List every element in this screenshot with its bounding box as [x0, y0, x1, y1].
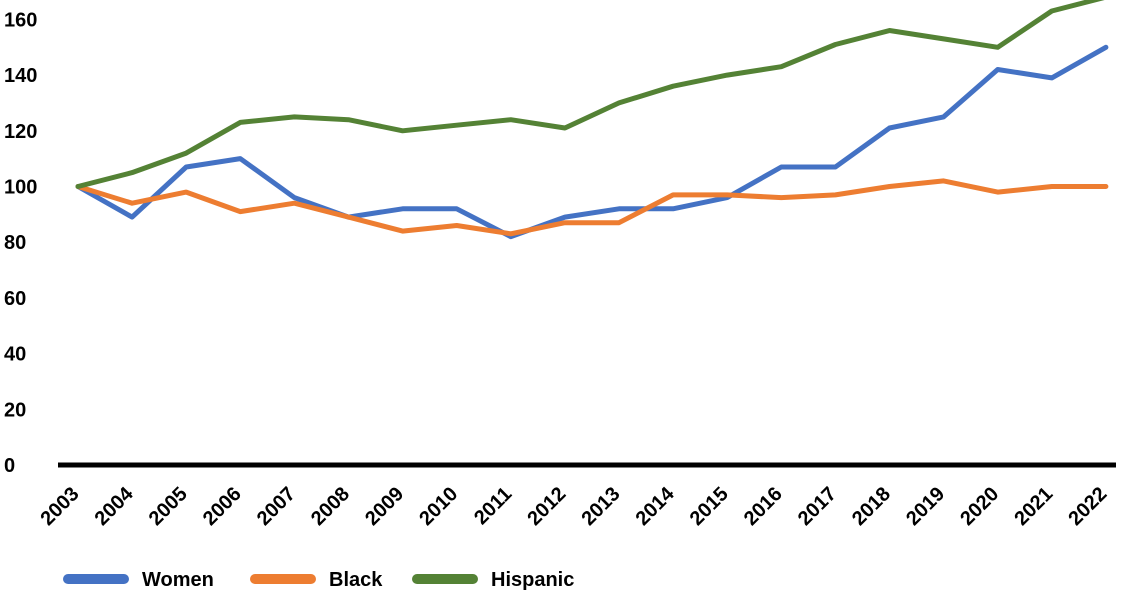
x-tick-label: 2008: [307, 483, 354, 530]
x-tick-label: 2014: [632, 482, 680, 530]
y-tick-label: 40: [4, 344, 26, 366]
x-tick-label: 2016: [740, 483, 787, 530]
series-line-hispanic: [75, 0, 1105, 189]
y-tick-label: 20: [4, 399, 26, 421]
y-tick-label: 0: [4, 455, 15, 477]
x-tick-label: 2009: [361, 483, 408, 530]
series-lines: [75, 0, 1109, 240]
x-axis-ticks: 2003 2004 2005 2006 2007 2008 2009 2010 2011 2012…: [37, 482, 1112, 530]
x-tick-label: 2003: [37, 483, 84, 530]
y-tick-label: 120: [4, 121, 37, 143]
x-tick-label: 2020: [956, 483, 1003, 530]
series-line-women: [75, 44, 1109, 240]
x-tick-label: 2019: [902, 483, 949, 530]
x-tick-label: 2022: [1064, 483, 1111, 530]
x-tick-label: 2017: [794, 483, 841, 530]
x-tick-label: 2005: [145, 483, 192, 530]
y-tick-label: 80: [4, 232, 26, 254]
y-tick-label: 100: [4, 177, 37, 199]
y-tick-label: 60: [4, 288, 26, 310]
x-tick-label: 2013: [578, 483, 625, 530]
y-tick-label: 160: [4, 9, 37, 31]
legend-label-hispanic: Hispanic: [491, 569, 574, 591]
legend-label-women: Women: [142, 569, 214, 591]
legend-label-black: Black: [329, 569, 383, 591]
y-tick-label: 140: [4, 65, 37, 87]
x-tick-label: 2007: [253, 483, 300, 530]
y-axis-ticks: 0 20 40 60 80 100 120 140 160: [4, 9, 37, 477]
x-tick-label: 2018: [848, 483, 895, 530]
x-tick-label: 2012: [523, 483, 570, 530]
x-tick-label: 2011: [470, 483, 516, 529]
x-tick-label: 2004: [91, 482, 139, 530]
x-tick-label: 2010: [415, 483, 462, 530]
x-tick-label: 2021: [1010, 483, 1057, 530]
legend: Women Black Hispanic: [63, 569, 574, 591]
x-tick-label: 2006: [199, 483, 246, 530]
series-line-black: [75, 178, 1109, 237]
x-tick-label: 2015: [686, 483, 733, 530]
